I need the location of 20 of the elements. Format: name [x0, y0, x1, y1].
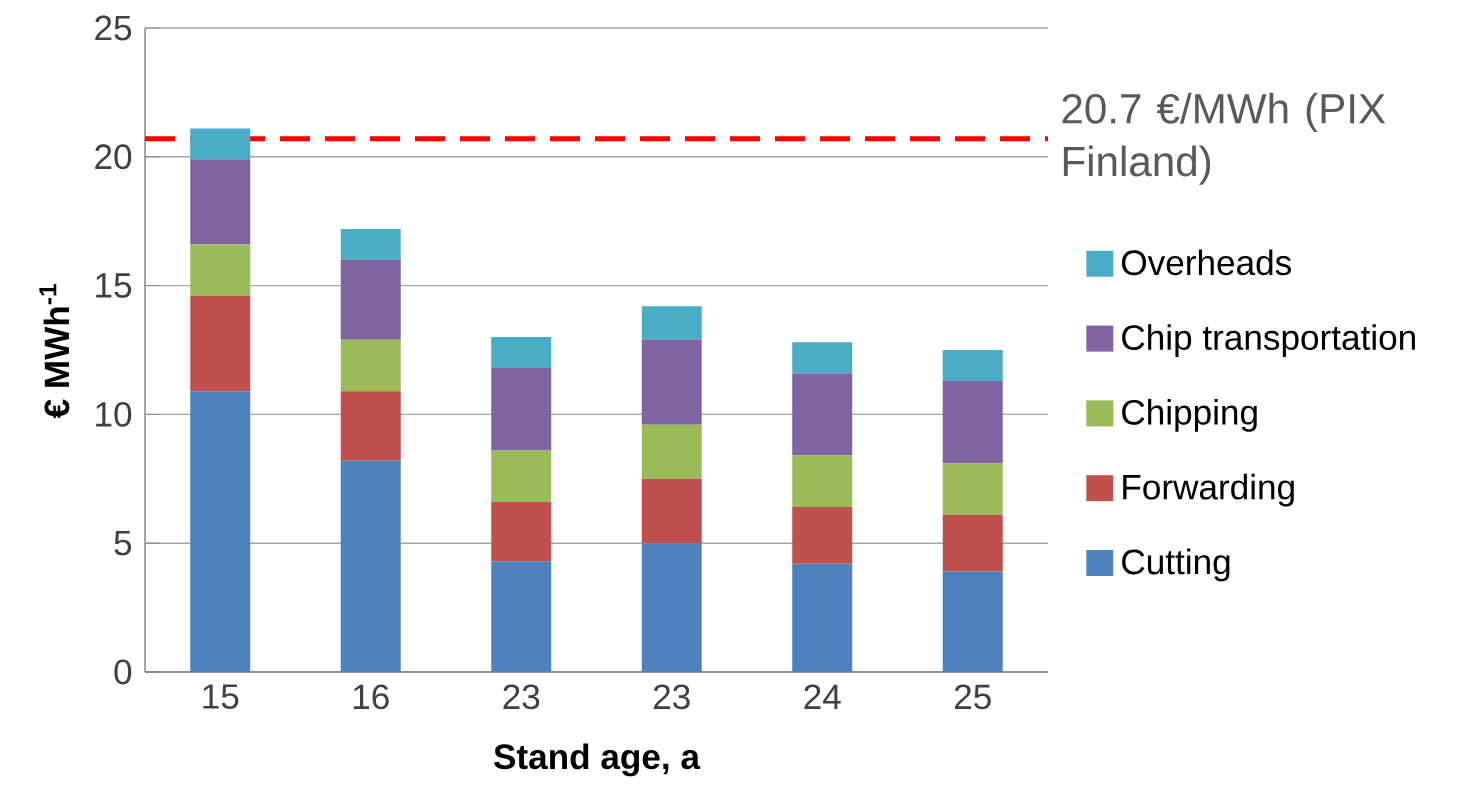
y-tick-label: 0 [114, 659, 132, 685]
legend-label: Chipping [1122, 399, 1257, 432]
x-tick-label: 23 [653, 684, 690, 710]
y-tick-label: 25 [95, 15, 132, 41]
y-axis-title: € MWh$^{-1}$ [39, 284, 70, 419]
y-tick-label: 20 [95, 144, 132, 170]
ref-line-label: 20.7 €/MWh (PIX Finland) [1062, 92, 1386, 185]
x-tick-label: 15 [203, 684, 239, 709]
y-tick-label: 10 [96, 401, 132, 427]
x-axis-title: Stand age, a [493, 743, 701, 777]
x-tick-label: 16 [353, 684, 389, 710]
x-tick-label: 25 [954, 684, 991, 710]
x-tick-label: 23 [503, 684, 540, 710]
legend-label: Forwarding [1123, 473, 1294, 507]
legend-label: Cutting [1122, 548, 1230, 582]
y-tick-label: 15 [96, 273, 132, 298]
legend-label: Chip transportation [1122, 324, 1415, 357]
x-tick-label: 24 [804, 684, 841, 709]
y-tick-label: 5 [114, 530, 132, 556]
legend-label: Overheads [1122, 249, 1291, 276]
